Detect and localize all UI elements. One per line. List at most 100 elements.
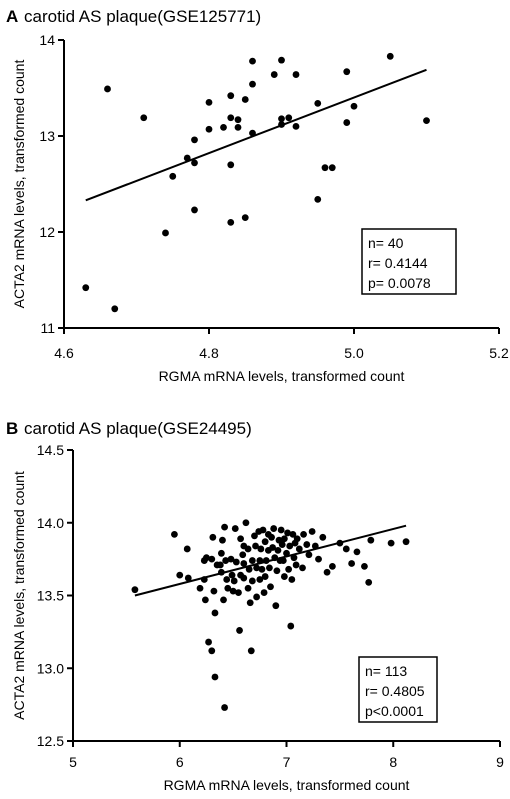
data-point [234,116,242,124]
y-tick-label: 12.5 [37,733,64,749]
data-point [253,564,261,572]
data-point [270,71,278,78]
data-point [191,159,198,167]
data-point [231,525,239,532]
data-point [248,577,256,585]
data-point [171,530,178,538]
data-point [285,114,293,122]
data-point [293,535,301,543]
data-point [260,589,268,596]
y-axis-label: ACTA2 mRNA levels, transformed count [11,471,27,720]
data-point [241,96,249,103]
y-tick-label: 14.5 [37,442,64,458]
data-point [219,536,226,544]
data-point [246,599,254,607]
data-point [184,574,192,582]
stats-line: p<0.0001 [365,703,424,719]
data-point [252,542,259,550]
data-point [227,92,235,100]
data-point [343,119,351,126]
data-point [205,99,213,106]
data-point [209,533,217,541]
data-point [251,532,258,540]
data-point [236,627,243,634]
data-point [283,549,290,557]
x-tick-label: 6 [176,754,184,770]
x-tick-label: 9 [496,754,504,770]
data-point [220,123,227,131]
data-point [240,560,248,567]
data-point [290,554,298,562]
data-point [258,565,266,573]
data-point [201,596,209,604]
data-point [183,545,191,553]
data-point [314,99,322,107]
x-axis-label: RGMA mRNA levels, transformed count [159,368,405,384]
y-tick-label: 14.0 [37,515,64,531]
data-point [273,567,281,575]
data-point [227,555,235,563]
data-point [343,68,351,76]
panel-letter: B [6,419,18,438]
data-point [244,545,252,553]
data-point [270,525,278,532]
data-point [234,123,242,131]
data-point [227,219,235,226]
data-point [203,554,210,562]
data-point [342,545,350,553]
data-point [227,161,235,169]
data-point [259,526,267,534]
data-point [228,571,236,579]
data-point [235,589,242,596]
data-point [256,576,264,583]
data-point [402,538,410,546]
data-point [292,123,300,130]
data-point [271,554,279,562]
data-point [299,564,306,572]
data-point [315,555,322,563]
data-point [274,546,282,554]
data-point [287,622,295,630]
x-tick-label: 5.2 [489,345,509,361]
data-point [387,539,395,547]
stats-line: r= 0.4805 [365,683,425,699]
data-point [239,551,247,559]
data-point [348,560,356,567]
data-point [286,542,294,550]
data-point [262,557,270,564]
data-point [242,519,250,527]
data-point [169,172,177,180]
y-axis-label: ACTA2 mRNA levels, transformed count [11,60,27,309]
data-point [217,568,225,576]
data-point [328,164,336,172]
chart-title: carotid AS plaque(GSE24495) [24,419,252,438]
data-point [323,568,331,576]
data-point [278,56,285,64]
regression-line [85,68,427,202]
data-point [221,523,228,531]
x-tick-label: 7 [283,754,291,770]
data-point [211,673,219,681]
data-point [269,544,277,551]
x-tick-label: 5 [69,754,77,770]
data-point [111,305,119,313]
data-point [140,114,148,122]
data-point [249,80,256,88]
data-point [237,535,244,543]
data-point [205,638,212,646]
data-point [191,136,198,144]
data-point [361,563,368,570]
data-point [278,115,285,123]
data-point [162,229,169,237]
data-point [210,587,218,595]
data-point [305,551,313,559]
data-point [280,573,288,580]
x-tick-label: 4.8 [199,345,219,361]
x-tick-label: 8 [389,754,397,770]
regression-line [134,524,407,597]
x-tick-label: 5.0 [344,345,364,361]
y-tick-label: 13.0 [37,660,64,676]
data-point [256,557,264,564]
